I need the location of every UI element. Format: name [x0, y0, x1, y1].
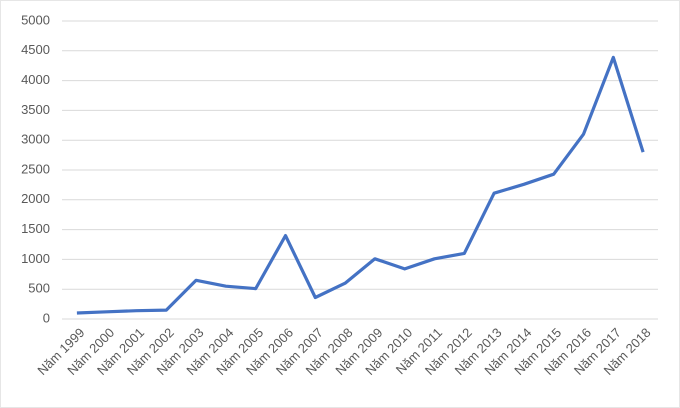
y-tick-label: 0 — [43, 310, 50, 325]
data-line — [76, 55, 645, 315]
y-tick-label: 2000 — [21, 191, 50, 206]
y-tick-label: 500 — [28, 281, 50, 296]
y-tick-label: 1500 — [21, 221, 50, 236]
y-tick-label: 3000 — [21, 132, 50, 147]
y-tick-label: 5000 — [21, 12, 50, 27]
y-tick-label: 4000 — [21, 72, 50, 87]
y-tick-label: 2500 — [21, 161, 50, 176]
y-tick-label: 4500 — [21, 42, 50, 57]
y-tick-label: 1000 — [21, 251, 50, 266]
y-tick-label: 3500 — [21, 102, 50, 117]
